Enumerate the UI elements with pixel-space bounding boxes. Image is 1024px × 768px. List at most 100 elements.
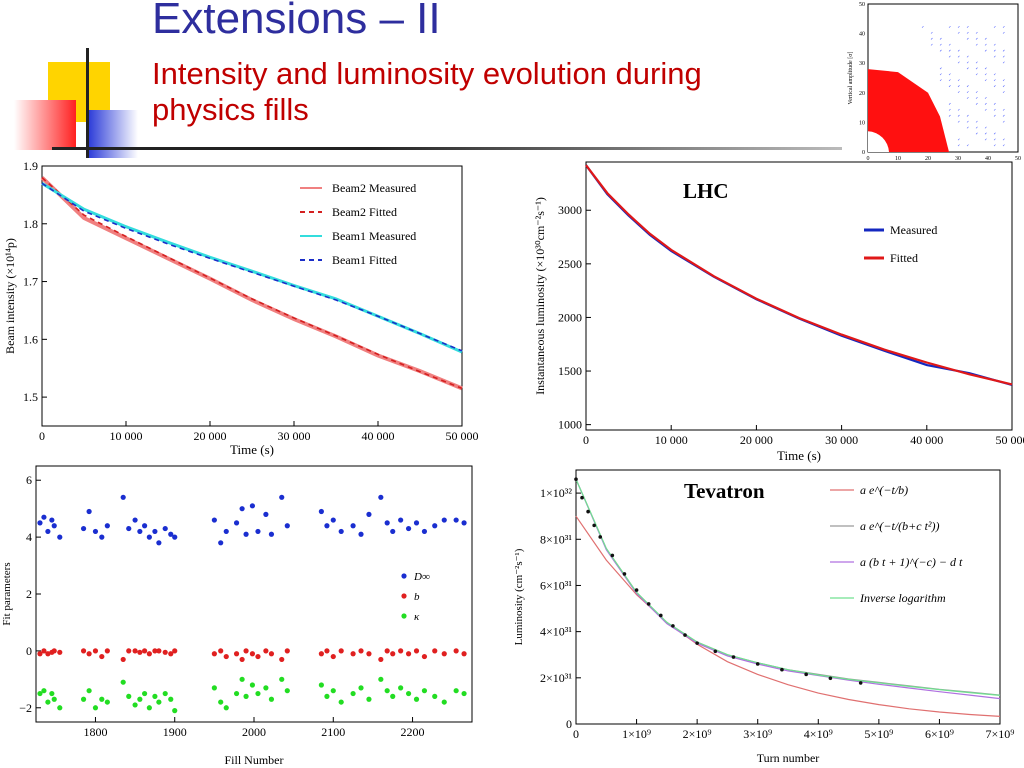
scatter-point <box>432 693 438 699</box>
series-line-1 <box>575 515 1001 717</box>
scatter-point <box>218 699 224 705</box>
aperture-point <box>939 79 942 82</box>
scatter-point <box>378 676 384 682</box>
scatter-point <box>284 648 290 654</box>
scatter-point <box>126 525 132 532</box>
aperture-point <box>984 132 987 135</box>
aperture-point <box>966 97 969 99</box>
scatter-point <box>413 648 420 654</box>
scatter-point <box>318 651 324 657</box>
legend-swatch <box>401 613 407 619</box>
scatter-point <box>378 656 384 663</box>
scatter-point <box>378 494 384 500</box>
aperture-point <box>1002 91 1005 94</box>
scatter-point <box>80 525 87 532</box>
scatter-point <box>156 540 162 546</box>
aperture-point <box>993 114 996 117</box>
aperture-point <box>993 102 996 105</box>
aperture-point <box>993 138 996 141</box>
scatter-point <box>223 528 229 535</box>
aperture-point <box>948 102 951 105</box>
measured-point <box>622 572 627 576</box>
aperture-point <box>1002 85 1005 88</box>
aperture-point <box>1002 31 1005 34</box>
aperture-point <box>948 85 951 88</box>
scatter-point <box>86 688 92 694</box>
scatter-point <box>366 696 372 702</box>
scatter-point <box>104 699 110 705</box>
scatter-point <box>168 531 174 537</box>
scatter-point <box>384 688 390 694</box>
scatter-point <box>152 693 158 699</box>
aperture-point <box>939 73 942 76</box>
scatter-point <box>390 651 396 657</box>
scatter-point <box>37 690 43 697</box>
aperture-point <box>975 120 978 123</box>
x-tick-label: 0 <box>573 727 579 741</box>
scatter-point <box>249 651 256 657</box>
scatter-point <box>49 690 55 697</box>
aperture-point <box>957 91 960 94</box>
measured-point <box>804 672 808 677</box>
x-tick-label: 30 000 <box>825 433 858 447</box>
scatter-point <box>80 696 87 702</box>
scatter-point <box>421 653 428 660</box>
aperture-point <box>957 31 960 34</box>
y-axis-label: Vertical amplitude [σ] <box>848 52 854 105</box>
aperture-point <box>975 91 978 94</box>
x-axis-label: Fill Number <box>225 753 284 767</box>
aperture-point <box>939 49 942 52</box>
aperture-point <box>957 79 960 82</box>
scatter-point <box>453 648 459 654</box>
y-tick-label: 8×10³¹ <box>540 532 572 546</box>
x-tick-label: 20 000 <box>194 429 227 443</box>
aperture-point <box>966 31 969 34</box>
aperture-point <box>993 85 996 88</box>
aperture-point <box>1002 114 1005 117</box>
scatter-point <box>137 696 143 702</box>
aperture-point <box>984 79 987 82</box>
scatter-point <box>142 648 148 654</box>
x-tick-label: 2×10⁹ <box>683 727 712 741</box>
scatter-point <box>324 693 330 699</box>
aperture-point <box>948 49 951 52</box>
aperture-point <box>948 55 951 58</box>
scatter-point <box>146 534 152 540</box>
aperture-point <box>975 126 978 129</box>
plot-frame <box>585 161 1013 431</box>
measured-point <box>713 649 718 654</box>
y-tick-label: 30 <box>859 61 865 67</box>
aperture-point <box>984 49 987 52</box>
aperture-point <box>948 79 951 82</box>
legend-label: D∞ <box>413 571 430 583</box>
y-tick-label: 0 <box>862 150 865 156</box>
aperture-point <box>984 126 987 129</box>
aperture-point <box>957 49 960 52</box>
legend-swatch <box>401 593 407 599</box>
scatter-point <box>441 517 447 523</box>
scatter-point <box>405 651 412 657</box>
aperture-point <box>984 67 987 70</box>
measured-point <box>780 667 784 672</box>
aperture-point <box>993 132 996 135</box>
aperture-point <box>1002 144 1005 147</box>
legend-label: Beam1 Measured <box>332 229 416 243</box>
legend-swatch <box>401 573 407 579</box>
scatter-point <box>461 651 467 657</box>
legend-label: Beam2 Fitted <box>332 205 397 219</box>
scatter-point <box>413 520 420 526</box>
scatter-point <box>263 511 269 517</box>
aperture-point <box>975 67 978 70</box>
series-line-2 <box>585 164 1013 386</box>
scatter-point <box>366 651 372 657</box>
x-tick-label: 40 000 <box>910 433 943 447</box>
scatter-point <box>142 690 148 697</box>
aperture-point <box>957 85 960 88</box>
scatter-point <box>51 523 57 529</box>
scatter-point <box>263 648 269 654</box>
legend-label: a e^(−t/(b+c t²)) <box>860 519 940 533</box>
scatter-point <box>137 528 143 535</box>
y-tick-label: 2×10³¹ <box>540 671 572 685</box>
series-line-4 <box>575 478 1001 696</box>
scatter-point <box>162 649 168 655</box>
